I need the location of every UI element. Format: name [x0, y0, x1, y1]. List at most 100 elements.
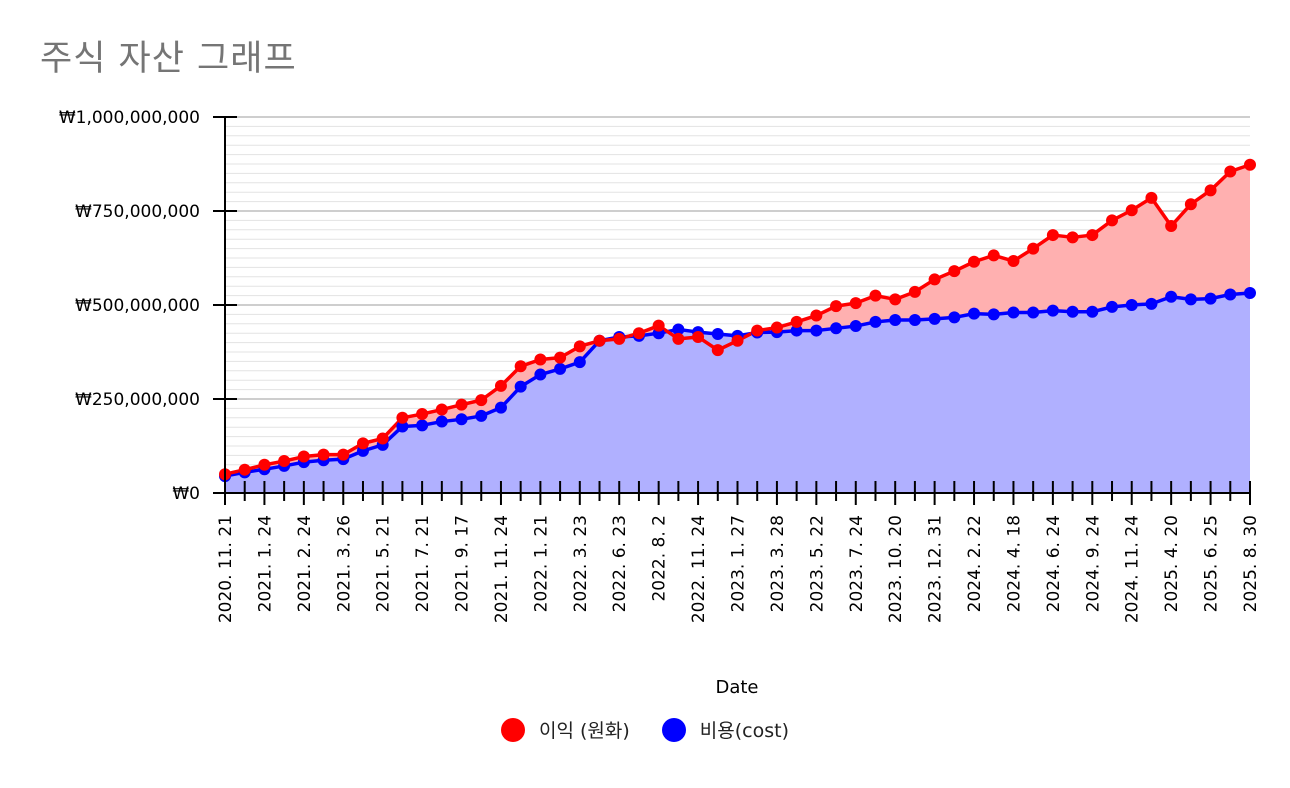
- x-tick-label: 2021. 3. 26: [334, 515, 354, 612]
- x-tick-label: 2022. 11. 24: [689, 515, 709, 623]
- x-tick-label: 2022. 1. 21: [531, 515, 551, 612]
- point-cost: [573, 356, 586, 369]
- x-tick-label: 2021. 1. 24: [255, 515, 275, 612]
- point-cost: [1125, 299, 1138, 311]
- point-profit: [1106, 214, 1119, 227]
- point-profit: [987, 249, 1000, 262]
- point-cost: [928, 312, 941, 325]
- point-profit: [376, 432, 389, 445]
- point-profit: [1086, 229, 1099, 242]
- point-profit: [1184, 198, 1197, 211]
- x-tick-label: 2025. 6. 25: [1202, 515, 1222, 612]
- point-profit: [1165, 220, 1178, 233]
- legend-marker-cost: [661, 717, 686, 742]
- point-cost: [1244, 286, 1256, 299]
- x-tick-label: 2025. 8. 30: [1241, 515, 1261, 612]
- point-profit: [435, 403, 448, 416]
- point-profit: [1007, 255, 1020, 268]
- point-profit: [1125, 204, 1138, 217]
- point-cost: [790, 324, 803, 337]
- point-profit: [1145, 191, 1158, 204]
- point-profit: [455, 398, 468, 411]
- point-profit: [534, 353, 547, 366]
- point-profit: [1027, 242, 1040, 255]
- point-profit: [849, 297, 862, 310]
- chart-area: ₩0 ₩250,000,000 ₩500,000,000 ₩750,000,000 ₩1…: [59, 108, 1261, 698]
- point-profit: [632, 327, 645, 340]
- point-cost: [475, 409, 488, 422]
- point-cost: [1106, 300, 1119, 313]
- point-profit: [317, 448, 330, 461]
- y-tick-label: ₩750,000,000: [75, 202, 200, 222]
- x-tick-label: 2023. 10. 20: [886, 515, 906, 623]
- point-cost: [948, 311, 961, 324]
- x-tick-label: 2021. 11. 24: [492, 515, 512, 623]
- y-tick-label: ₩1,000,000,000: [59, 108, 200, 128]
- x-tick-label: 2023. 7. 24: [847, 515, 867, 612]
- point-profit: [613, 332, 626, 345]
- legend-label-profit: 이익 (원화): [538, 720, 630, 742]
- x-tick-label: 2022. 6. 23: [610, 515, 630, 612]
- point-profit: [751, 324, 764, 337]
- point-profit: [711, 344, 724, 357]
- point-cost: [869, 315, 882, 328]
- point-cost: [1027, 306, 1040, 319]
- axes: [213, 116, 1251, 505]
- point-cost: [1046, 304, 1059, 317]
- legend-marker-profit: [500, 717, 525, 742]
- point-profit: [356, 437, 369, 450]
- point-profit: [1204, 184, 1217, 197]
- y-tick-label: ₩500,000,000: [75, 296, 200, 316]
- x-tick-label: 2024. 11. 24: [1123, 515, 1143, 623]
- x-tick-label: 2022. 3. 23: [571, 515, 591, 612]
- point-cost: [455, 413, 468, 426]
- x-tick-label: 2024. 9. 24: [1083, 515, 1103, 612]
- y-tick-labels: ₩0 ₩250,000,000 ₩500,000,000 ₩750,000,000 ₩1…: [59, 108, 200, 504]
- point-cost: [908, 314, 921, 327]
- point-cost: [1086, 305, 1099, 318]
- point-profit: [790, 315, 803, 328]
- point-cost: [435, 415, 448, 428]
- x-tick-label: 2021. 2. 24: [295, 515, 315, 612]
- point-profit: [1224, 165, 1237, 178]
- chart-title: 주식 자산 그래프: [40, 39, 297, 79]
- point-cost: [396, 420, 409, 433]
- point-cost: [889, 314, 902, 327]
- legend-item-cost[interactable]: 비용(cost): [661, 716, 789, 743]
- point-cost: [1066, 305, 1079, 318]
- point-cost: [849, 320, 862, 333]
- legend: 이익 (원화) 비용(cost): [0, 716, 1290, 743]
- point-profit: [514, 360, 527, 373]
- point-cost: [1165, 290, 1178, 303]
- point-cost: [810, 324, 823, 337]
- point-cost: [1145, 297, 1158, 310]
- point-profit: [396, 411, 409, 424]
- point-cost: [416, 419, 429, 432]
- point-profit: [652, 319, 665, 332]
- point-profit: [494, 379, 507, 392]
- point-profit: [238, 463, 251, 476]
- x-tick-labels: 2020. 11. 21 2021. 1. 24 2021. 2. 24 2021. …: [216, 515, 1261, 623]
- x-tick-label: 2024. 2. 22: [965, 515, 985, 612]
- x-tick-label: 2021. 9. 17: [453, 515, 473, 612]
- point-cost: [1007, 306, 1020, 319]
- point-profit: [810, 309, 823, 322]
- area-cost: [225, 292, 1250, 493]
- point-cost: [987, 308, 1000, 321]
- point-profit: [770, 321, 783, 334]
- point-profit: [416, 408, 429, 421]
- point-cost: [711, 327, 724, 340]
- point-profit: [278, 455, 291, 468]
- point-cost: [968, 307, 981, 320]
- point-cost: [672, 323, 685, 336]
- point-cost: [514, 380, 527, 393]
- y-tick-label: ₩0: [172, 484, 200, 504]
- point-cost: [830, 322, 843, 335]
- point-cost: [554, 362, 567, 375]
- x-tick-label: 2020. 11. 21: [216, 515, 236, 623]
- point-cost: [1184, 293, 1197, 306]
- x-tick-label: 2023. 5. 22: [807, 515, 827, 612]
- point-profit: [1066, 231, 1079, 244]
- x-tick-label: 2023. 3. 28: [768, 515, 788, 612]
- legend-item-profit[interactable]: 이익 (원화): [500, 716, 630, 743]
